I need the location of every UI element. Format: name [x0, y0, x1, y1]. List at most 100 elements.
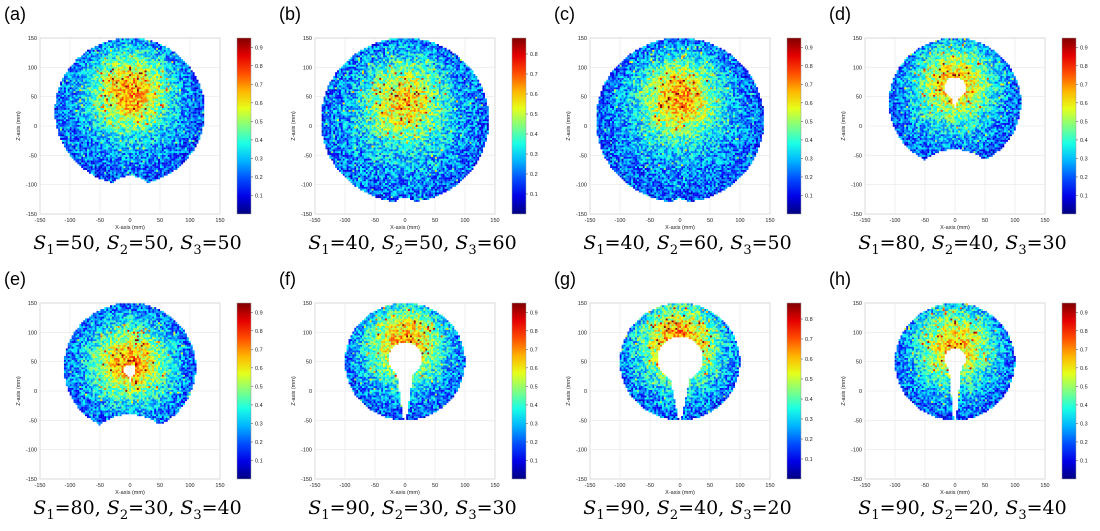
heatmap-cell — [88, 119, 91, 122]
heatmap-cell — [140, 100, 143, 103]
heatmap-cell — [323, 130, 326, 133]
heatmap-cell — [94, 68, 97, 71]
heatmap-cell — [146, 72, 149, 75]
heatmap-cell — [202, 98, 205, 101]
heatmap-cell — [133, 136, 136, 139]
heatmap-cell — [169, 72, 172, 75]
heatmap-cell — [181, 62, 184, 65]
heatmap-cell — [119, 59, 122, 62]
heatmap-cell — [171, 128, 174, 131]
heatmap-cell — [134, 109, 138, 112]
heatmap-cell — [102, 139, 105, 142]
heatmap-cell — [200, 132, 203, 135]
heatmap-cell — [104, 62, 107, 65]
heatmap-cell — [65, 79, 68, 82]
heatmap-cell — [77, 98, 80, 101]
heatmap-cell — [192, 111, 195, 114]
heatmap-cell — [165, 92, 168, 95]
heatmap-cell — [88, 158, 91, 161]
heatmap-cell — [77, 158, 80, 161]
heatmap-cell — [159, 77, 162, 80]
heatmap-cell — [159, 55, 162, 58]
heatmap-cell — [323, 100, 326, 103]
heatmap-cell — [127, 139, 130, 142]
heatmap-cell — [123, 70, 126, 73]
heatmap-cell — [159, 75, 162, 78]
heatmap-cell — [104, 79, 107, 82]
heatmap-cell — [69, 75, 72, 78]
heatmap-cell — [133, 75, 136, 78]
heatmap-cell — [90, 66, 93, 69]
heatmap-cell — [167, 87, 170, 90]
heatmap-cell — [159, 87, 162, 90]
heatmap-cell — [146, 164, 149, 167]
heatmap-cell — [117, 83, 120, 86]
heatmap-cell — [175, 134, 178, 137]
heatmap-cell — [138, 137, 141, 140]
heatmap-cell — [115, 119, 118, 122]
heatmap-cell — [69, 87, 72, 90]
heatmap-scatter — [321, 38, 489, 202]
heatmap-cell — [323, 102, 326, 105]
heatmap-cell — [62, 119, 65, 122]
heatmap-cell — [188, 145, 191, 148]
heatmap-cell — [63, 85, 66, 88]
heatmap-cell — [98, 74, 101, 77]
heatmap-cell — [111, 51, 114, 54]
heatmap-cell — [58, 87, 61, 90]
heatmap-cell — [196, 111, 199, 114]
heatmap-cell — [154, 169, 157, 172]
heatmap-cell — [190, 104, 193, 107]
heatmap-cell — [190, 137, 193, 140]
heatmap-cell — [323, 111, 326, 114]
heatmap-cell — [171, 124, 174, 127]
heatmap-cell — [129, 49, 132, 52]
heatmap-cell — [123, 104, 126, 107]
heatmap-cell — [133, 113, 136, 116]
heatmap-cell — [106, 134, 109, 137]
heatmap-cell — [154, 85, 157, 88]
heatmap-cell — [106, 175, 109, 178]
heatmap-cell — [179, 59, 182, 62]
heatmap-cell — [111, 154, 114, 157]
heatmap-cell — [142, 124, 145, 127]
heatmap-cell — [125, 64, 128, 67]
heatmap-cell — [192, 124, 195, 127]
heatmap-cell — [169, 64, 172, 67]
heatmap-cell — [159, 164, 162, 167]
heatmap-cell — [88, 149, 91, 152]
heatmap-cell — [60, 85, 63, 88]
heatmap-cell — [115, 38, 118, 41]
heatmap-cell — [104, 154, 107, 157]
heatmap-cell — [117, 74, 120, 77]
heatmap-cell — [192, 137, 195, 140]
heatmap-cell — [165, 111, 168, 114]
heatmap-cell — [110, 90, 113, 93]
heatmap-cell — [106, 79, 109, 82]
heatmap-cell — [63, 107, 66, 110]
heatmap-cell — [96, 149, 99, 152]
heatmap-cell — [100, 126, 103, 129]
heatmap-cell — [163, 143, 166, 146]
heatmap-cell — [92, 66, 95, 69]
heatmap-cell — [123, 151, 126, 154]
heatmap-cell — [140, 164, 143, 167]
heatmap-cell — [77, 105, 80, 108]
heatmap-cell — [90, 115, 93, 118]
heatmap-cell — [133, 68, 136, 71]
heatmap-cell — [73, 136, 76, 139]
heatmap-cell — [127, 130, 130, 133]
heatmap-cell — [331, 149, 334, 152]
heatmap-cell — [144, 141, 147, 144]
heatmap-cell — [150, 134, 153, 137]
heatmap-cell — [175, 160, 178, 163]
heatmap-cell — [159, 167, 162, 170]
heatmap-cell — [327, 119, 330, 122]
heatmap-cell — [169, 92, 172, 95]
heatmap-cell — [179, 158, 182, 161]
heatmap-cell — [131, 55, 134, 58]
heatmap-cell — [77, 57, 80, 60]
heatmap-cell — [150, 143, 153, 146]
heatmap-cell — [167, 121, 170, 124]
heatmap-cell — [115, 162, 118, 165]
